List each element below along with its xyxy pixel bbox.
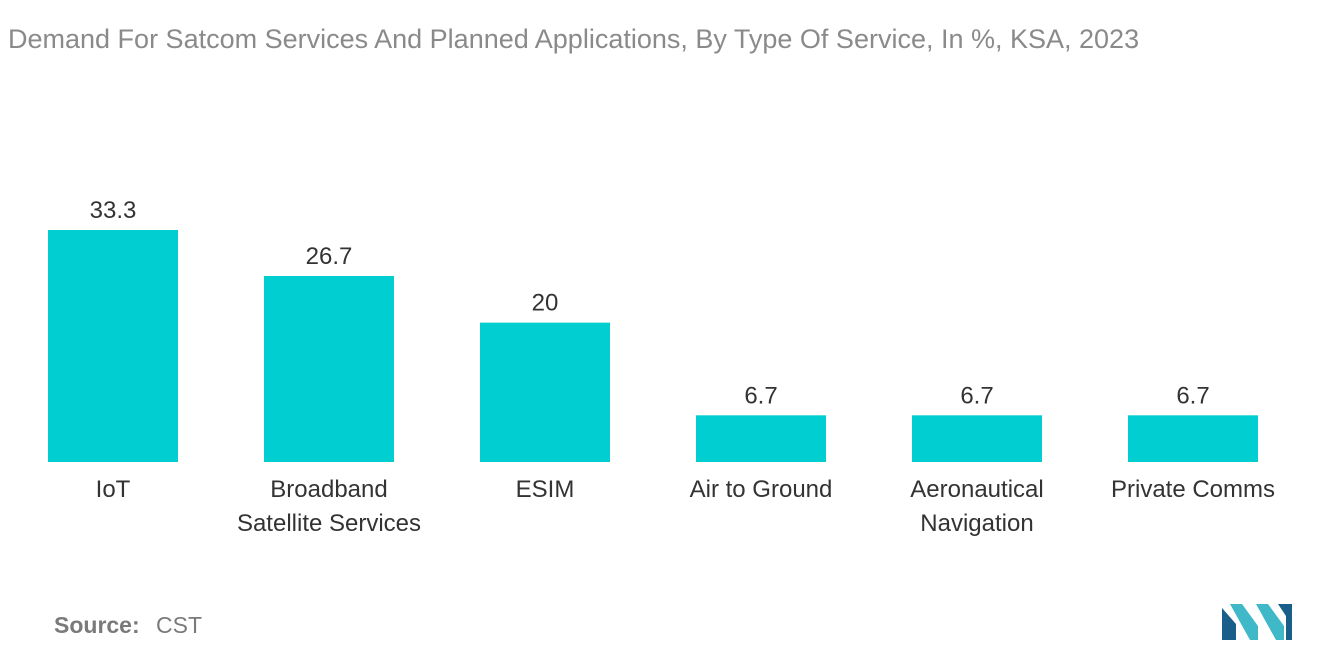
data-label-0: 33.3	[90, 197, 137, 224]
data-label-5: 6.7	[1176, 382, 1209, 409]
data-label-3: 6.7	[744, 382, 777, 409]
chart-title: Demand For Satcom Services And Planned A…	[8, 24, 1140, 54]
data-label-2: 20	[532, 290, 559, 317]
bar-2	[480, 322, 610, 462]
bar-3	[696, 415, 826, 462]
bar-0	[48, 230, 178, 462]
category-label-4-1: Navigation	[920, 510, 1033, 537]
bar-chart: 33.3 IoT 26.7 Broadband Satellite Services 20…	[48, 197, 1275, 537]
source-value: CST	[156, 612, 203, 638]
category-label-2-0: ESIM	[516, 476, 575, 503]
bar-5	[1128, 415, 1258, 462]
category-label-5-0: Private Comms	[1111, 476, 1275, 503]
logo-shape-4	[1278, 604, 1292, 640]
category-label-1-0: Broadband	[270, 476, 387, 503]
category-label-0-0: IoT	[96, 476, 131, 503]
source-label: Source:	[54, 612, 140, 638]
bar-4	[912, 415, 1042, 462]
mordor-logo-icon	[1222, 604, 1292, 640]
logo-shape-2	[1230, 604, 1258, 640]
data-label-1: 26.7	[306, 243, 353, 270]
bar-1	[264, 275, 394, 462]
category-label-4-0: Aeronautical	[910, 476, 1043, 503]
category-label-1-1: Satellite Services	[237, 510, 421, 537]
logo-shape-1	[1222, 608, 1236, 640]
data-label-4: 6.7	[960, 382, 993, 409]
source-line: Source: CST	[54, 612, 202, 639]
logo-shape-3	[1256, 604, 1284, 640]
category-label-3-0: Air to Ground	[690, 476, 833, 503]
